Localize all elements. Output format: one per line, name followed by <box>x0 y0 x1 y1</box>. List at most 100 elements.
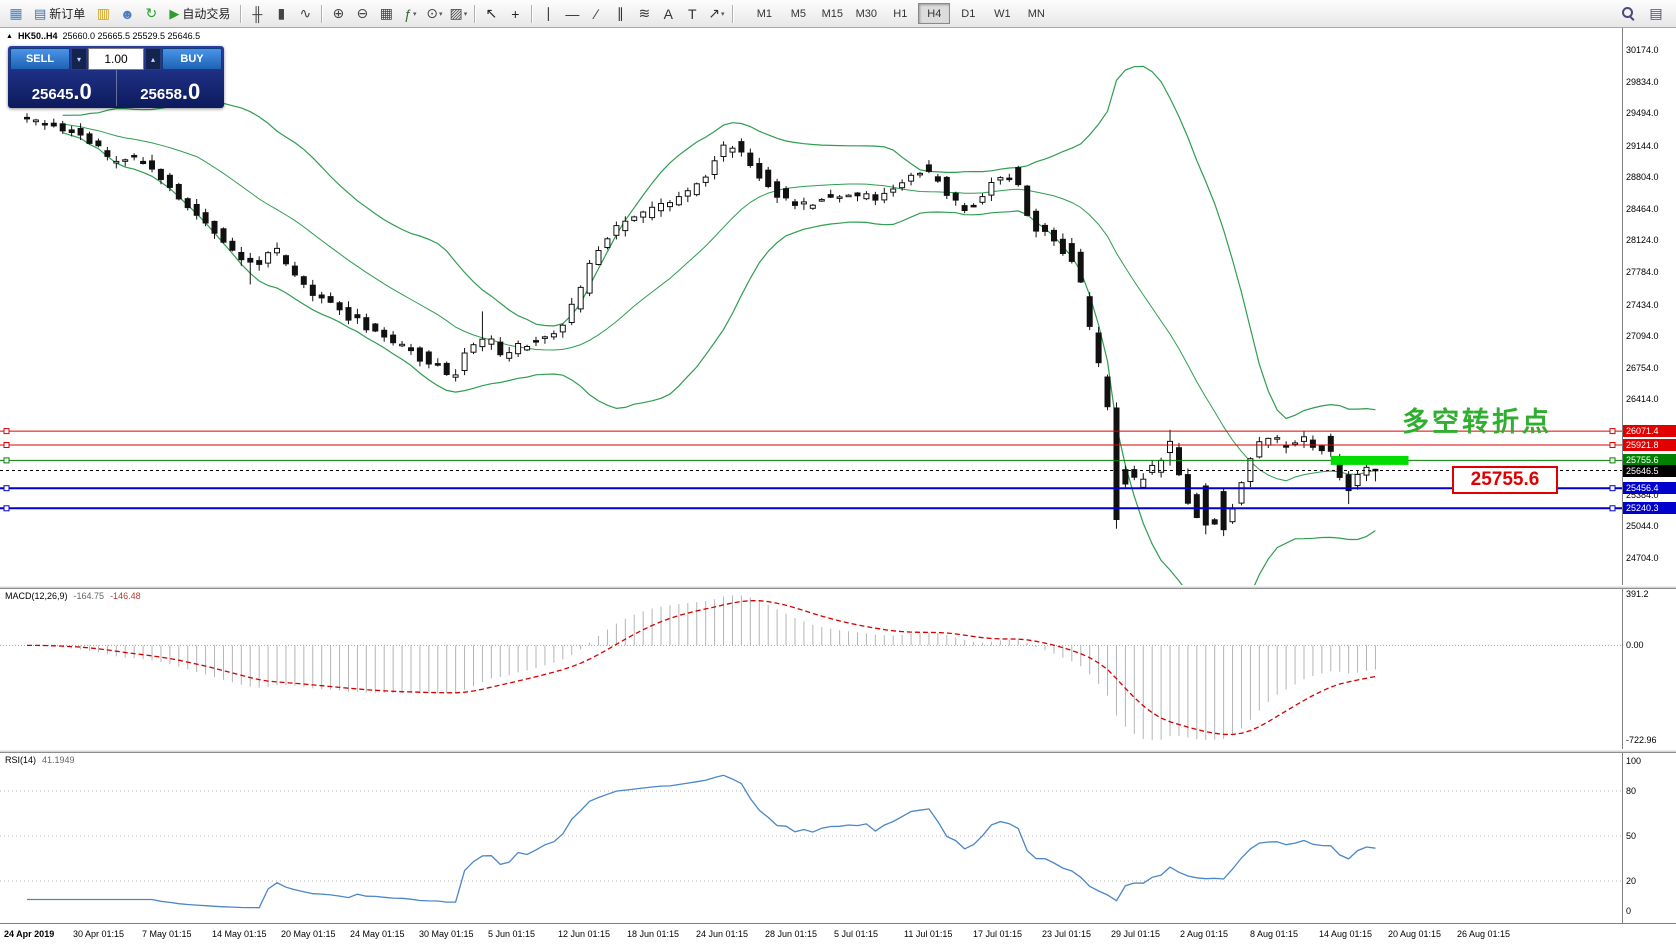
price-plot[interactable] <box>0 28 1622 585</box>
price-level-chip-25646.5: 25646.5 <box>1623 465 1676 477</box>
macd-axis[interactable]: 391.2 0.00 -722.96 <box>1622 589 1676 749</box>
rsi-tick: 0 <box>1626 906 1632 916</box>
channel-icon[interactable]: ∥ <box>616 5 624 21</box>
macd-value: -164.75 <box>73 591 105 601</box>
fibonacci-icon[interactable]: ≋ <box>638 5 651 21</box>
macd-signal-line <box>27 600 1376 736</box>
price-tick: 30174.0 <box>1626 45 1659 55</box>
time-label: 8 Aug 01:15 <box>1250 929 1299 939</box>
volume-decrease-button[interactable]: ▾ <box>71 48 87 70</box>
refresh-icon[interactable]: ↻ <box>145 5 158 21</box>
panel-splitter[interactable] <box>0 585 1676 589</box>
line-chart-icon[interactable]: ∿ <box>299 5 312 21</box>
zoom-out-icon[interactable]: ⊖ <box>356 5 369 21</box>
sell-price: 25645.0 <box>8 70 117 106</box>
sell-price-decimal: .0 <box>73 79 92 105</box>
buy-price-decimal: .0 <box>181 79 201 105</box>
profile-icon[interactable]: ☻ <box>119 5 135 22</box>
price-tick: 27094.0 <box>1626 331 1659 341</box>
timeframe-w1[interactable]: W1 <box>994 7 1011 20</box>
rsi-title: RSI(14) <box>5 755 37 765</box>
horizontal-line-icon[interactable]: — <box>565 5 580 22</box>
one-click-trade-panel: SELL ▾ ▴ BUY 25645.0 25658.0 <box>8 46 224 108</box>
price-level-chip-25456.4: 25456.4 <box>1623 482 1676 494</box>
level-handle[interactable] <box>1609 457 1616 464</box>
level-handle[interactable] <box>1609 485 1616 492</box>
search-icon[interactable] <box>1616 3 1640 25</box>
timeframe-h4[interactable]: H4 <box>918 3 951 24</box>
autotrading-button[interactable]: ▶ 自动交易 <box>169 5 231 22</box>
time-label: 24 Apr 2019 <box>4 929 55 939</box>
price-callout-label[interactable]: 25755.6 <box>1452 466 1558 494</box>
timeframe-mn[interactable]: MN <box>1027 7 1045 20</box>
macd-panel[interactable]: 391.2 0.00 -722.96 MACD(12,26,9) -164.75 -14… <box>0 589 1676 749</box>
rsi-tick: 100 <box>1626 756 1642 766</box>
price-tick: 29144.0 <box>1626 141 1659 151</box>
zoom-in-icon[interactable]: ⊕ <box>332 5 345 21</box>
buy-button[interactable]: BUY <box>162 48 222 70</box>
time-label: 5 Jun 01:15 <box>488 929 536 939</box>
time-axis[interactable]: 24 Apr 2019 30 Apr 01:15 7 May 01:15 14 May… <box>0 923 1676 951</box>
price-level-chip-25240.3: 25240.3 <box>1623 502 1676 514</box>
timeframe-d1[interactable]: D1 <box>961 7 976 20</box>
tile-windows-icon[interactable]: ▦ <box>379 5 393 21</box>
volume-increase-button[interactable]: ▴ <box>145 48 161 70</box>
candlestick-chart-icon[interactable]: ▮ <box>277 5 286 21</box>
market-watch-icon[interactable]: ▤ <box>1649 5 1663 21</box>
price-tick: 26414.0 <box>1626 394 1659 404</box>
time-label: 5 Jul 01:15 <box>834 929 879 939</box>
crosshair-icon[interactable]: + <box>511 5 520 22</box>
rsi-tick: 50 <box>1626 831 1637 841</box>
highlight-bar[interactable] <box>1330 455 1409 465</box>
timeframe-m30[interactable]: M30 <box>855 7 878 20</box>
volume-input[interactable] <box>88 48 144 70</box>
level-handle[interactable] <box>1609 442 1616 448</box>
sell-button[interactable]: SELL <box>10 48 70 70</box>
panel-splitter[interactable] <box>0 749 1676 753</box>
rsi-plot <box>0 774 1622 909</box>
rsi-tick: 20 <box>1626 876 1637 886</box>
macd-title: MACD(12,26,9) <box>5 591 68 601</box>
price-level-chip-25755.6: 25755.6 <box>1623 454 1676 466</box>
level-handle[interactable] <box>3 485 10 492</box>
toolbar-separator <box>240 4 242 23</box>
rsi-axis[interactable]: 100 80 50 20 0 <box>1622 753 1676 923</box>
timeframe-h1[interactable]: H1 <box>893 7 908 20</box>
timeframe-m1[interactable]: M1 <box>756 7 772 20</box>
periods-icon[interactable]: ⊙ ▾ <box>426 5 443 21</box>
timeframe-m15[interactable]: M15 <box>821 7 844 20</box>
arrows-icon[interactable]: ↗ ▾ <box>708 5 725 21</box>
new-order-button[interactable]: ▤ 新订单 <box>34 5 86 22</box>
time-label: 30 May 01:15 <box>419 929 474 939</box>
chart-annotation-text[interactable]: 多空转折点 <box>1402 407 1552 437</box>
price-chart-panel[interactable]: 30174.0 29834.0 29494.0 29144.0 28804.0 28464… <box>0 28 1676 585</box>
text-icon[interactable]: A <box>663 5 673 22</box>
text-label-icon[interactable]: T <box>688 5 697 22</box>
level-handle[interactable] <box>1609 505 1616 512</box>
vertical-line-icon[interactable]: ∣ <box>544 5 552 21</box>
time-label: 29 Jul 01:15 <box>1111 929 1161 939</box>
level-handle[interactable] <box>1609 428 1616 435</box>
level-handle[interactable] <box>3 428 10 435</box>
bar-chart-icon[interactable]: ╫ <box>252 5 263 22</box>
cursor-icon[interactable]: ↖ <box>485 5 498 21</box>
rsi-panel[interactable]: 100 80 50 20 0 RSI(14) 41.1949 <box>0 753 1676 923</box>
level-handle[interactable] <box>3 457 10 464</box>
bollinger-lower-band <box>62 132 1376 585</box>
price-tick: 29494.0 <box>1626 108 1659 118</box>
level-handle[interactable] <box>3 442 10 448</box>
price-level-chip-25921.8: 25921.8 <box>1623 439 1676 451</box>
templates-icon[interactable]: ▨ ▾ <box>449 5 468 21</box>
chart-window-icon[interactable]: ▦ <box>9 5 23 21</box>
time-label: 14 Aug 01:15 <box>1319 929 1373 939</box>
time-label: 20 Aug 01:15 <box>1388 929 1442 939</box>
indicators-icon[interactable]: ƒ ▾ <box>404 5 417 22</box>
level-handle[interactable] <box>3 505 10 512</box>
rsi-label: RSI(14) 41.1949 <box>5 755 75 765</box>
chart-profiles-icon[interactable]: ▥ <box>96 5 110 21</box>
timeframe-m5[interactable]: M5 <box>790 7 806 20</box>
time-label: 24 May 01:15 <box>350 929 405 939</box>
price-axis[interactable]: 30174.0 29834.0 29494.0 29144.0 28804.0 28464… <box>1622 28 1676 585</box>
trendline-icon[interactable]: ∕ <box>595 5 598 22</box>
